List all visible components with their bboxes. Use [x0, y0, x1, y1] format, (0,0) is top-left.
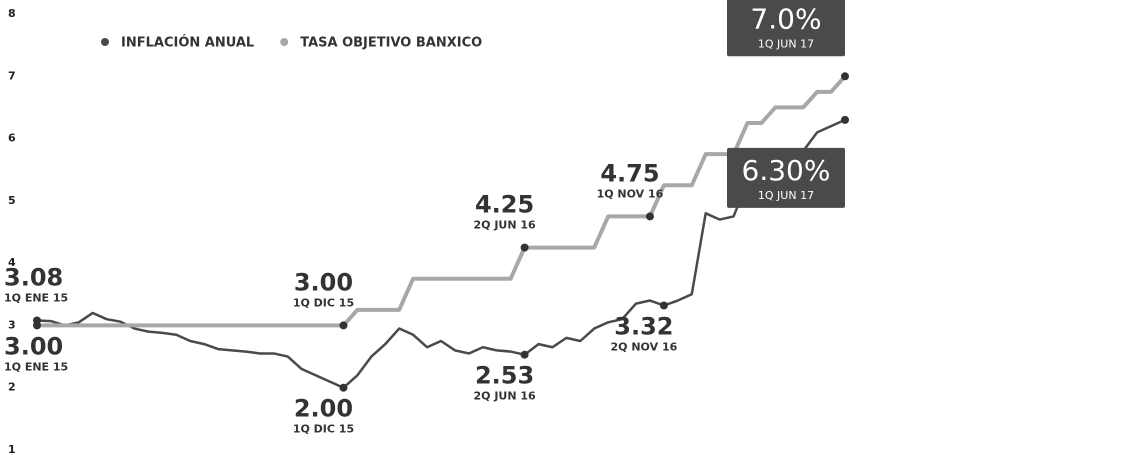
category-label: 2Q JUN 16: [473, 219, 536, 232]
y-tick-label: 1: [8, 443, 16, 455]
y-tick-label: 7: [8, 69, 16, 82]
point: [520, 243, 529, 252]
series-line: [36, 118, 846, 389]
point: [339, 321, 348, 330]
point: [339, 383, 348, 392]
label-box: [727, 147, 845, 208]
y-tick-label: 8: [8, 7, 16, 20]
point: [520, 350, 529, 359]
y-tick-label: 4: [8, 256, 16, 269]
value-label: 3.00: [4, 332, 63, 360]
category-label: 1Q ENE 15: [4, 360, 68, 373]
point: [841, 115, 849, 124]
series-line: [37, 74, 847, 328]
category-label: 1Q JUN 17: [758, 37, 814, 50]
value-label: 3.08: [4, 263, 63, 291]
value-label: 4.75: [600, 159, 659, 187]
value-label: 7.0%: [750, 2, 821, 35]
value-label: 3.00: [294, 268, 353, 296]
value-label: 2.00: [294, 395, 353, 423]
category-label: 1Q JUN 17: [758, 189, 814, 202]
legend-marker: [280, 38, 289, 46]
y-tick-label: 5: [8, 194, 16, 207]
category-label: 2Q JUN 16: [473, 390, 536, 403]
point: [659, 301, 668, 310]
point: [841, 72, 849, 81]
legend-label: TASA OBJETIVO BANXICO: [300, 36, 482, 51]
value-label: 4.25: [475, 191, 534, 219]
label-box: [727, 0, 845, 57]
category-label: 1Q DIC 15: [293, 423, 354, 436]
value-label: 6.30%: [742, 154, 831, 187]
category-label: 1Q NOV 16: [597, 187, 664, 200]
value-label: 3.32: [614, 312, 673, 340]
legend: INFLACIÓN ANUAL TASA OBJETIVO BANXICO: [101, 35, 482, 51]
category-label: 1Q DIC 15: [293, 296, 354, 309]
point: [645, 212, 654, 221]
y-tick-label: 3: [8, 318, 16, 331]
y-tick-label: 6: [8, 132, 16, 145]
value-label: 2.53: [475, 362, 534, 390]
category-label: 2Q NOV 16: [611, 340, 678, 353]
legend-label: INFLACIÓN ANUAL: [121, 35, 254, 51]
y-tick-label: 2: [8, 381, 16, 394]
point: [33, 321, 41, 330]
legend-marker: [101, 38, 109, 46]
category-label: 1Q ENE 15: [4, 291, 68, 304]
